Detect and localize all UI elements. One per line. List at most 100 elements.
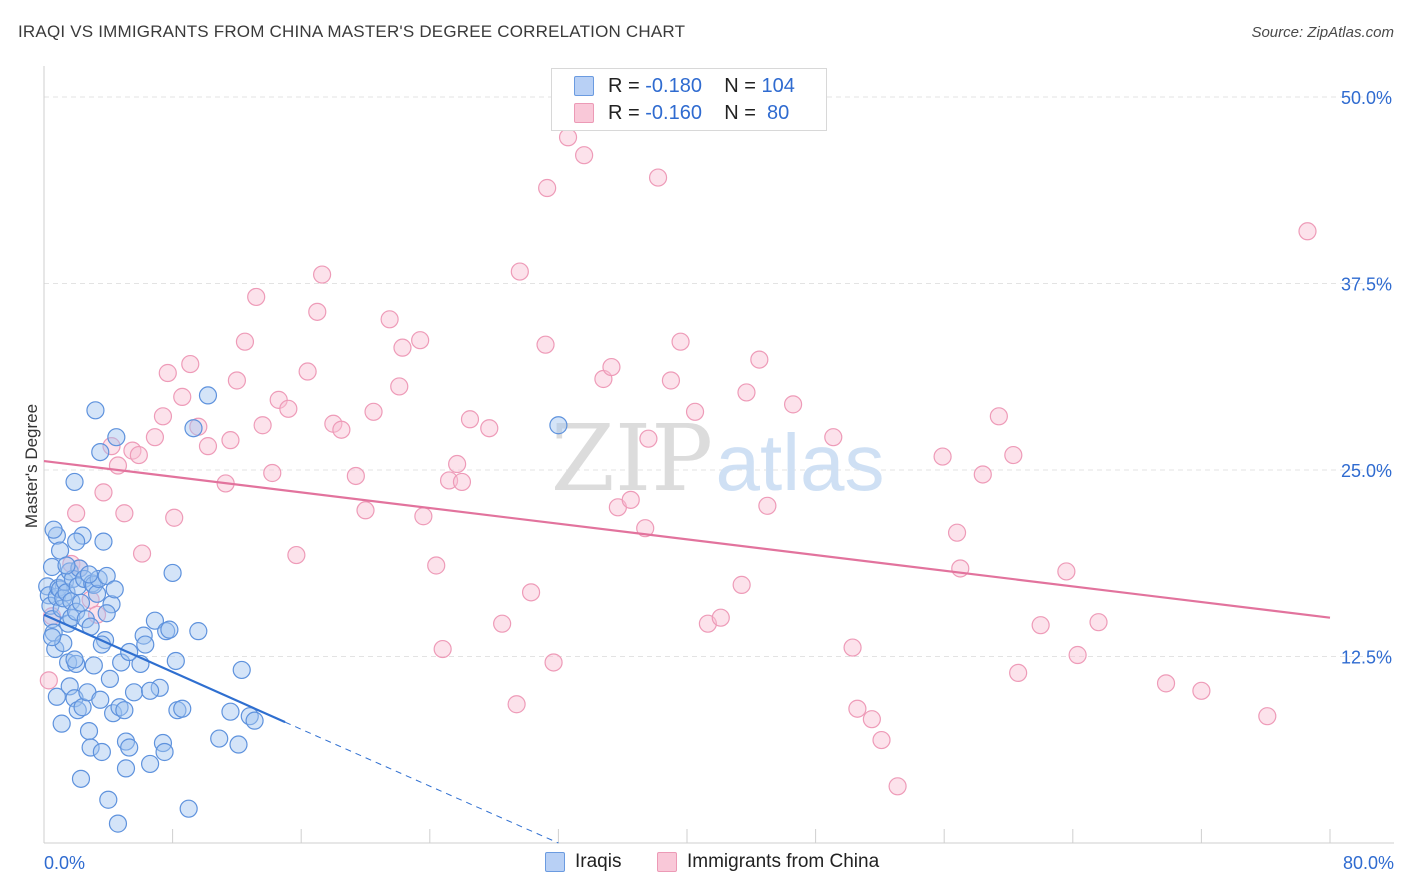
legend-item-iraqis[interactable]: Iraqis — [545, 851, 621, 873]
blue-point — [173, 699, 192, 718]
legend-n-value: 104 — [761, 74, 795, 97]
pink-point — [711, 608, 730, 627]
pink-point — [181, 354, 200, 374]
legend-item-china[interactable]: Immigrants from China — [657, 851, 879, 873]
legend-n-value: 80 — [761, 101, 790, 124]
blue-point — [160, 620, 179, 639]
series-legend: Iraqis Immigrants from China — [0, 851, 1406, 877]
y-tick-label: 25.0% — [1341, 461, 1392, 481]
x-tick-label: 80.0% — [1343, 853, 1394, 873]
trend-line-iraqis — [43, 613, 286, 724]
pink-point — [346, 466, 365, 486]
pink-point — [661, 371, 681, 390]
blue-points — [38, 386, 568, 833]
x-tick-label: 0.0% — [44, 853, 85, 873]
blue-point — [81, 738, 100, 757]
blue-point — [232, 660, 251, 680]
blue-point — [91, 442, 110, 462]
blue-point — [189, 622, 208, 641]
pink-point — [364, 402, 383, 421]
pink-point — [602, 357, 621, 377]
pink-point — [862, 710, 881, 729]
legend-row-china: R = -0.160 N = 80 — [574, 101, 789, 125]
source-label: Source: ZipAtlas.com — [1251, 24, 1394, 41]
y-tick-label: 12.5% — [1341, 648, 1392, 668]
blue-point — [120, 738, 139, 757]
pink-point — [888, 777, 907, 796]
blue-point — [97, 566, 116, 586]
blue-point — [44, 520, 63, 539]
blue-point — [65, 650, 84, 669]
pink-point — [145, 428, 165, 447]
legend-r-label: R = — [608, 101, 640, 124]
pink-point — [198, 437, 218, 456]
pink-point — [287, 545, 306, 565]
y-tick-label: 37.5% — [1341, 275, 1392, 295]
pink-point — [544, 653, 563, 672]
pink-point — [1068, 645, 1087, 665]
pink-point — [824, 428, 843, 447]
tick-labels: 12.5% 25.0% 37.5% 50.0% 0.0% 80.0% — [44, 88, 1394, 873]
legend-r-value: -0.180 — [645, 74, 702, 97]
blue-point — [549, 416, 568, 435]
pink-point — [235, 332, 255, 351]
blue-point — [84, 656, 103, 675]
blue-point — [87, 584, 107, 603]
pink-point — [298, 362, 317, 381]
pink-point — [102, 437, 121, 456]
blue-point — [67, 602, 86, 621]
pink-point — [1057, 562, 1076, 581]
trend-line-china — [43, 459, 1331, 619]
blue-point — [105, 580, 124, 599]
pink-point — [332, 420, 351, 439]
blue-point — [136, 635, 155, 654]
pink-point — [685, 402, 705, 421]
pink-point — [393, 338, 412, 357]
y-tick-label: 50.0% — [1341, 88, 1392, 108]
pink-point — [380, 310, 399, 329]
pink-point — [227, 371, 246, 390]
blue-point — [68, 701, 87, 720]
blue-point — [198, 386, 218, 405]
pink-point — [636, 519, 655, 538]
blue-point — [92, 742, 111, 762]
pink-point — [452, 472, 472, 492]
pink-point — [1192, 681, 1211, 700]
blue-point — [107, 428, 126, 447]
blue-point — [100, 669, 120, 688]
pink-point — [1009, 663, 1028, 683]
blue-point — [79, 721, 99, 741]
pink-point — [279, 399, 298, 418]
blue-point — [163, 563, 182, 583]
blue-point — [155, 742, 174, 762]
legend-label-china: Immigrants from China — [687, 851, 880, 872]
blue-point — [108, 814, 128, 833]
pink-point — [621, 490, 640, 509]
chart-title: IRAQI VS IMMIGRANTS FROM CHINA MASTER'S … — [18, 22, 686, 41]
correlation-legend: R = -0.180 N = 104 R = -0.160 N = 80 — [551, 68, 827, 131]
pink-point — [158, 363, 177, 383]
blue-point — [115, 701, 134, 720]
pink-point — [165, 508, 184, 527]
pink-point — [312, 265, 332, 284]
blue-point — [116, 759, 136, 778]
pink-point — [390, 377, 409, 396]
pink-point — [460, 410, 480, 429]
pink-point — [67, 504, 86, 523]
pink-point — [94, 483, 113, 502]
y-axis-label: Master's Degree — [22, 403, 41, 529]
blue-point — [47, 687, 66, 706]
grid-layer — [44, 96, 1394, 657]
legend-r-value: -0.160 — [645, 101, 702, 124]
pink-point — [510, 262, 529, 281]
legend-swatch-pink — [574, 103, 594, 123]
blue-point — [79, 565, 99, 584]
trend-layer — [43, 459, 1331, 844]
pink-point — [933, 447, 952, 466]
blue-point — [140, 681, 160, 700]
blue-point — [245, 711, 264, 730]
pink-points — [39, 128, 1317, 796]
pink-point — [493, 614, 512, 633]
pink-point — [1156, 674, 1176, 693]
blue-point — [67, 532, 86, 551]
